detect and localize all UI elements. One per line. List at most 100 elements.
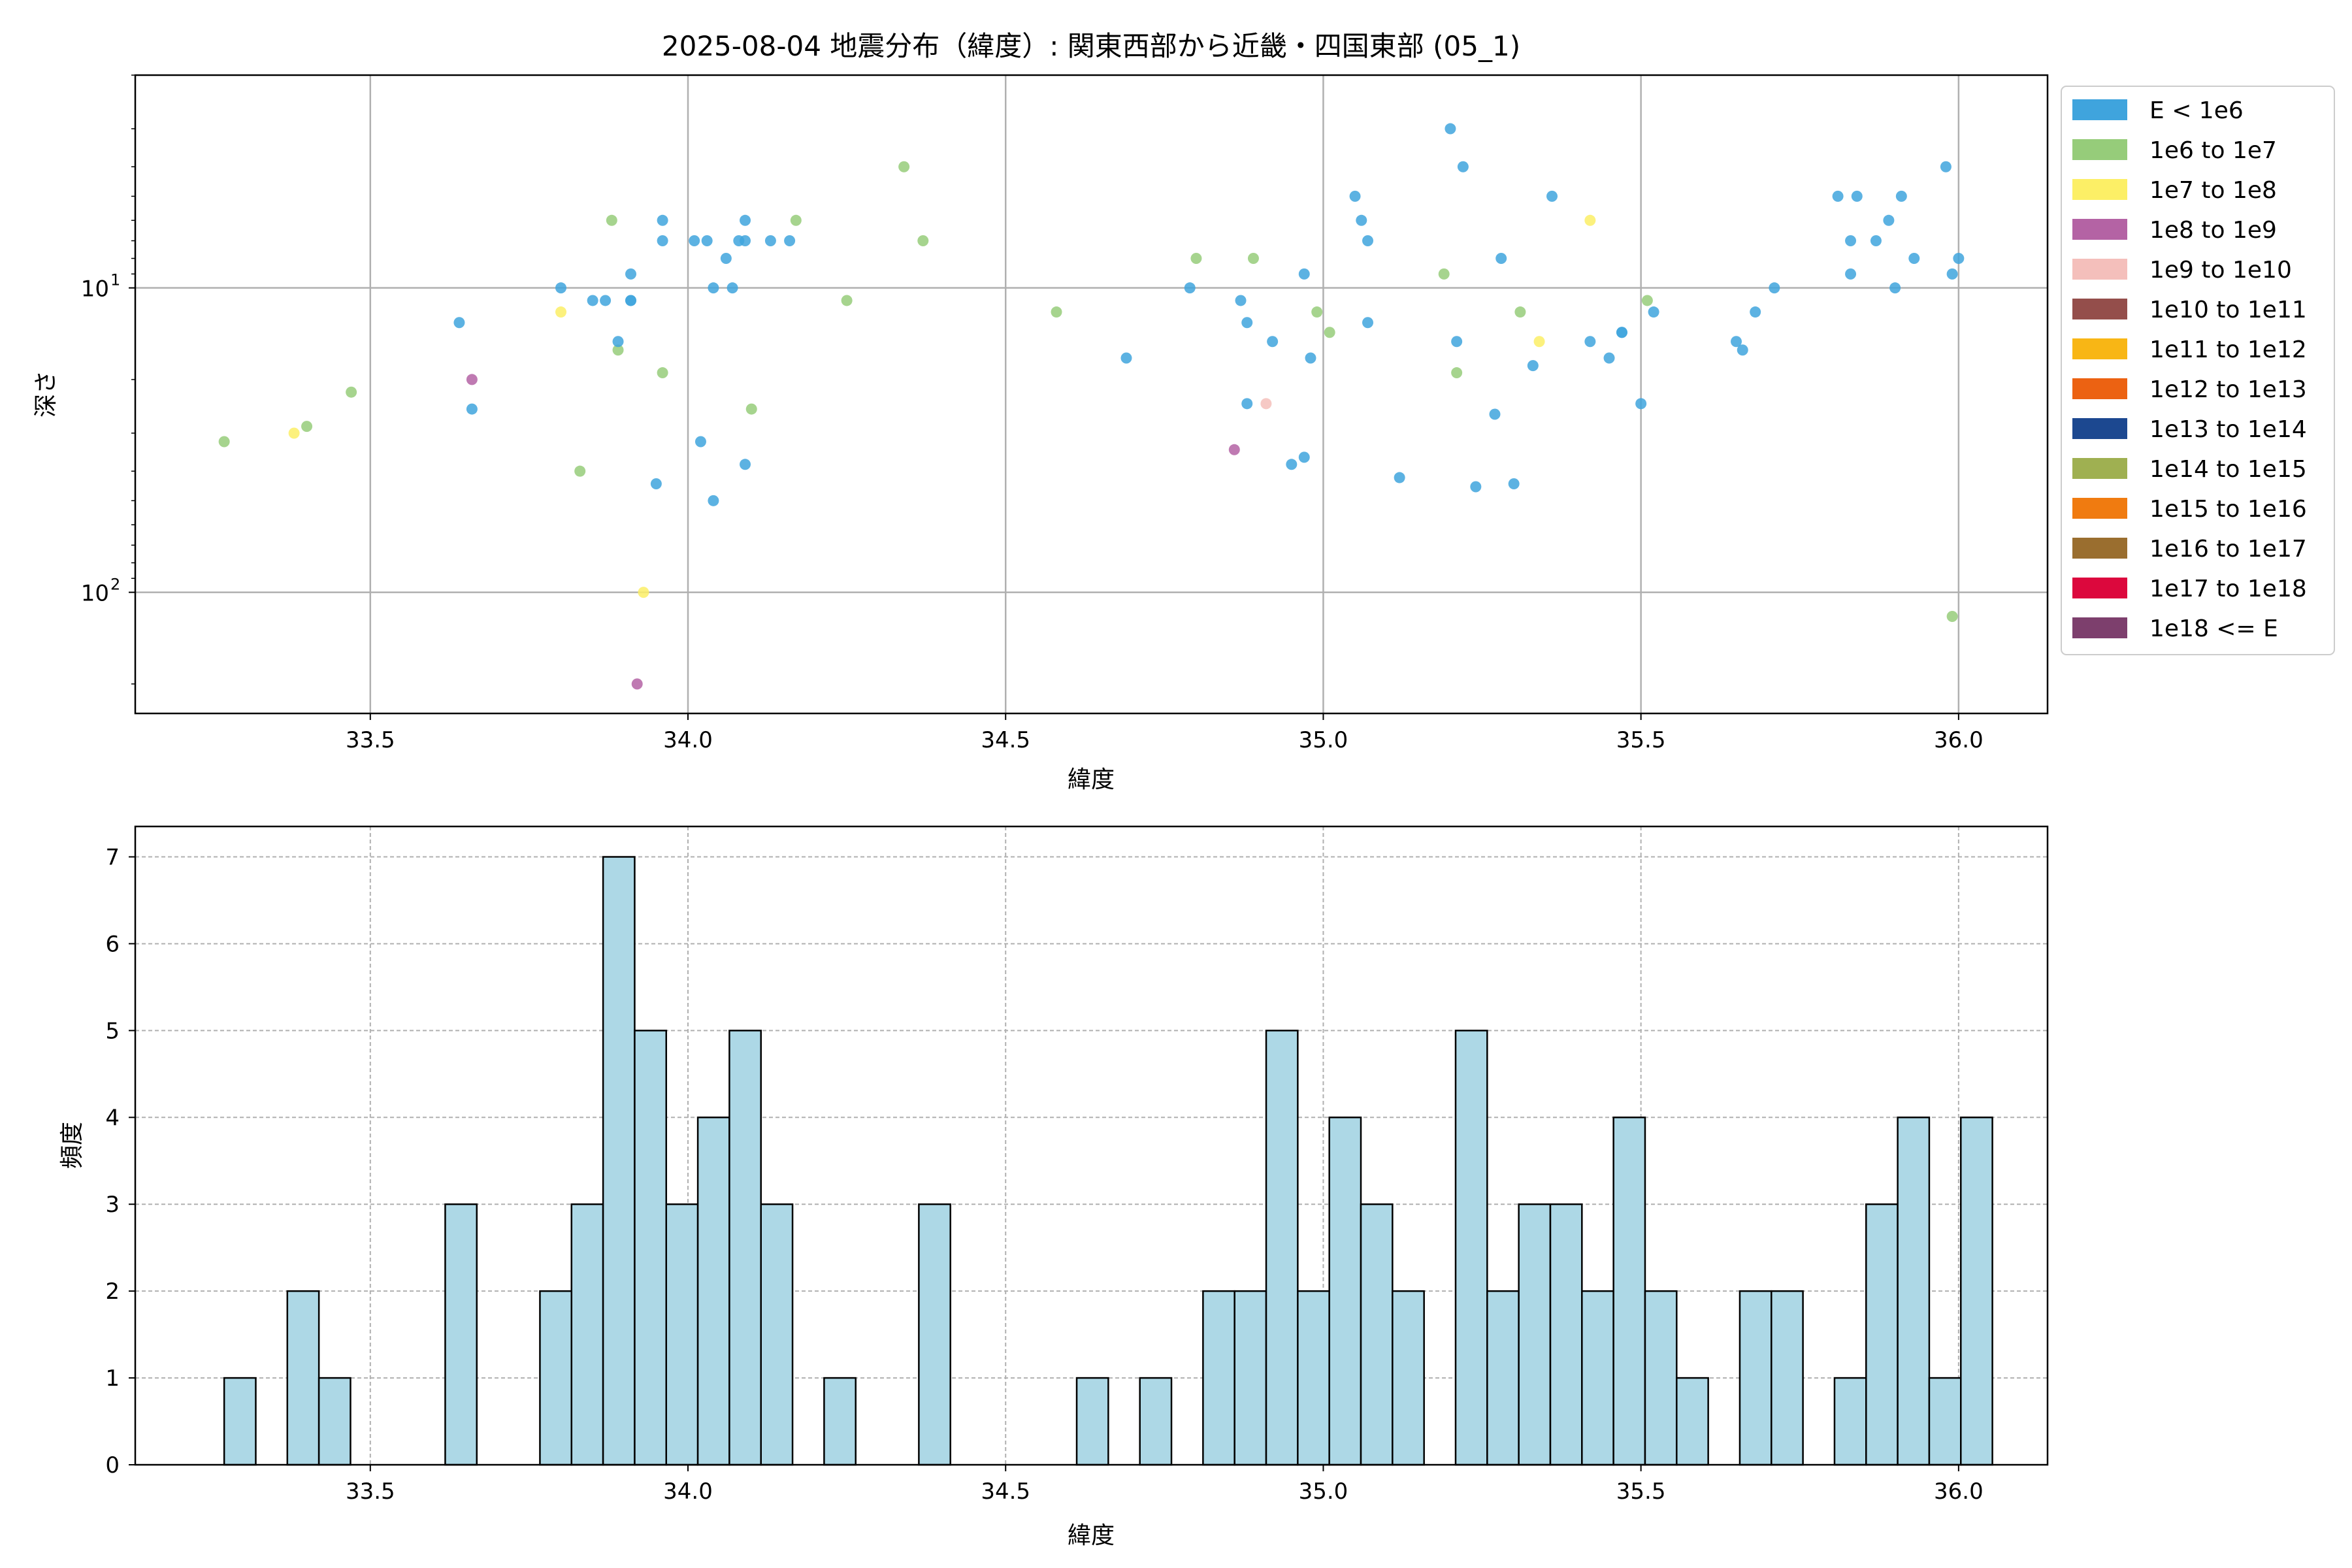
legend-label: 1e11 to 1e12 xyxy=(2149,336,2307,363)
hist-x-tick-label: 34.0 xyxy=(663,1478,713,1505)
scatter-point xyxy=(1324,327,1335,338)
scatter-y-tick-exponent: 2 xyxy=(110,576,120,594)
scatter-point xyxy=(1247,253,1259,265)
legend-swatch xyxy=(2072,99,2127,120)
scatter-point xyxy=(555,306,567,318)
hist-bar xyxy=(1486,1290,1520,1466)
scatter-point xyxy=(638,587,649,598)
hist-bar xyxy=(1360,1203,1394,1466)
scatter-grid xyxy=(135,75,2048,713)
legend-swatch xyxy=(2072,299,2127,319)
scatter-point xyxy=(1635,398,1647,410)
scatter-point xyxy=(587,295,598,306)
hist-bar xyxy=(1771,1290,1804,1466)
scatter-point xyxy=(612,344,624,356)
scatter-point xyxy=(1184,282,1196,294)
hist-bar xyxy=(1454,1030,1488,1466)
scatter-point xyxy=(466,374,478,385)
legend-swatch xyxy=(2072,418,2127,439)
hist-x-tick-label: 35.0 xyxy=(1299,1478,1348,1505)
hist-axes-frame xyxy=(134,825,2049,1466)
hist-bar xyxy=(1928,1377,1962,1466)
scatter-point xyxy=(740,459,751,470)
scatter-point xyxy=(708,282,719,294)
hist-bar xyxy=(1075,1377,1109,1466)
hist-bar xyxy=(1328,1117,1362,1466)
scatter-point xyxy=(1051,306,1062,318)
scatter-point xyxy=(1533,336,1545,348)
legend: E < 1e6 1e6 to 1e7 1e7 to 1e8 1e8 to 1e9 1e9… xyxy=(2061,86,2335,655)
scatter-point xyxy=(1362,317,1374,329)
hist-bar xyxy=(1833,1377,1867,1466)
hist-y-tick-label: 6 xyxy=(105,931,120,957)
scatter-point xyxy=(625,268,636,280)
scatter-point xyxy=(1495,253,1507,265)
scatter-point xyxy=(574,465,586,477)
hist-bar xyxy=(1297,1290,1330,1466)
scatter-point xyxy=(612,336,624,348)
hist-bar xyxy=(539,1290,573,1466)
legend-swatch xyxy=(2072,338,2127,359)
hist-bar xyxy=(1265,1030,1299,1466)
scatter-point xyxy=(1298,268,1310,280)
scatter-point xyxy=(1190,253,1202,265)
scatter-point xyxy=(1235,295,1247,306)
legend-label: 1e17 to 1e18 xyxy=(2149,576,2307,602)
scatter-point xyxy=(1349,190,1361,202)
scatter-x-tick-label: 35.0 xyxy=(1299,727,1348,753)
scatter-y-tick-label: 10 xyxy=(81,276,109,302)
scatter-point xyxy=(1641,295,1653,306)
legend-label: 1e16 to 1e17 xyxy=(2149,536,2307,563)
scatter-point xyxy=(740,214,751,226)
scatter-point xyxy=(657,367,668,379)
scatter-point xyxy=(898,161,910,172)
scatter-point xyxy=(1870,235,1882,246)
scatter-x-tick-label: 34.0 xyxy=(663,727,713,753)
scatter-point xyxy=(631,678,643,690)
scatter-y-tick-exponent: 1 xyxy=(110,271,120,289)
scatter-point xyxy=(701,235,713,246)
hist-bar xyxy=(1581,1290,1614,1466)
scatter-point xyxy=(1356,214,1367,226)
scatter-point xyxy=(1457,161,1469,172)
scatter-point xyxy=(917,235,929,246)
legend-label: 1e9 to 1e10 xyxy=(2149,257,2292,284)
hist-bar xyxy=(1233,1290,1267,1466)
hist-x-tick-label: 36.0 xyxy=(1934,1478,1984,1505)
legend-label: 1e6 to 1e7 xyxy=(2149,137,2277,164)
scatter-point xyxy=(1895,190,1907,202)
scatter-axes-frame xyxy=(134,74,2049,715)
scatter-point xyxy=(1438,268,1450,280)
scatter-point xyxy=(1845,268,1857,280)
scatter-x-label: 緯度 xyxy=(1068,766,1115,793)
scatter-point xyxy=(1584,214,1596,226)
hist-bar xyxy=(918,1203,951,1466)
hist-bar xyxy=(570,1203,604,1466)
scatter-point xyxy=(1228,444,1240,455)
scatter-y-tick-label: 10 xyxy=(81,581,109,607)
hist-bar xyxy=(318,1377,351,1466)
scatter-point xyxy=(1832,190,1844,202)
scatter-point xyxy=(740,235,751,246)
legend-label: 1e18 <= E xyxy=(2149,615,2278,642)
scatter-point xyxy=(600,295,612,306)
legend-label: 1e12 to 1e13 xyxy=(2149,376,2307,403)
scatter-point xyxy=(1908,253,1920,265)
scatter-point xyxy=(1260,398,1272,410)
scatter-point xyxy=(708,495,719,506)
scatter-point xyxy=(657,214,668,226)
scatter-point xyxy=(1445,123,1456,135)
scatter-point xyxy=(1750,306,1761,318)
scatter-point xyxy=(1527,360,1539,372)
scatter-points xyxy=(218,123,1965,690)
scatter-point xyxy=(625,295,636,306)
scatter-point xyxy=(1451,336,1463,348)
hist-bar xyxy=(1739,1290,1772,1466)
hist-y-tick-label: 3 xyxy=(105,1192,120,1218)
scatter-point xyxy=(650,478,662,489)
scatter-point xyxy=(841,295,853,306)
hist-bar xyxy=(223,1377,257,1466)
scatter-point xyxy=(1546,190,1558,202)
